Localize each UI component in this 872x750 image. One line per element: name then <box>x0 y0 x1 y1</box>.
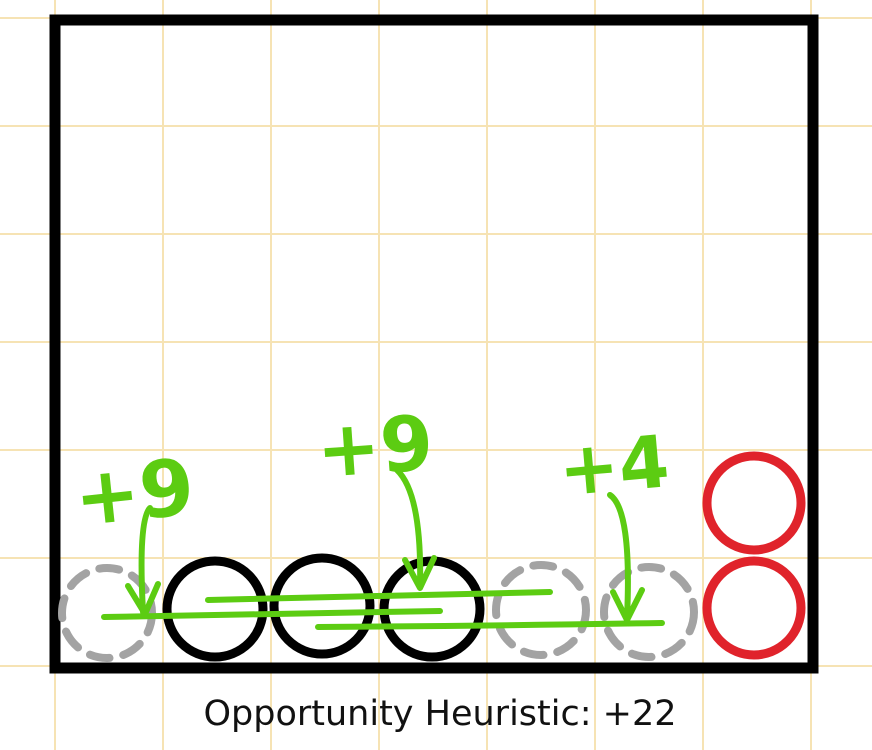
arrow-3 <box>607 492 645 623</box>
empty-slot-col1 <box>58 564 156 662</box>
annotation-label-1: +9 <box>70 442 198 544</box>
connect-line-1 <box>101 608 443 620</box>
black-disc-col2 <box>162 556 268 662</box>
red-discs <box>702 451 806 660</box>
annotation-lines <box>101 467 665 630</box>
black-discs <box>162 553 485 662</box>
arrow-1 <box>125 505 161 617</box>
red-disc-col7-row1 <box>702 556 806 660</box>
empty-slots <box>58 561 698 662</box>
black-disc-col3 <box>269 553 375 659</box>
heuristic-caption: Opportunity Heuristic: +22 <box>203 694 677 734</box>
empty-slot-col5 <box>492 561 590 659</box>
empty-slot-col6 <box>600 563 698 661</box>
connect-line-3 <box>315 620 665 630</box>
connect-line-2 <box>205 589 553 603</box>
annotation-label-2: +9 <box>314 398 436 495</box>
arrow-2 <box>394 467 437 591</box>
annotation-labels: +9 +9 +4 <box>70 398 672 544</box>
board-frame <box>49 14 819 674</box>
annotation-label-3: +4 <box>555 419 672 512</box>
red-disc-col7-row2 <box>702 451 806 555</box>
